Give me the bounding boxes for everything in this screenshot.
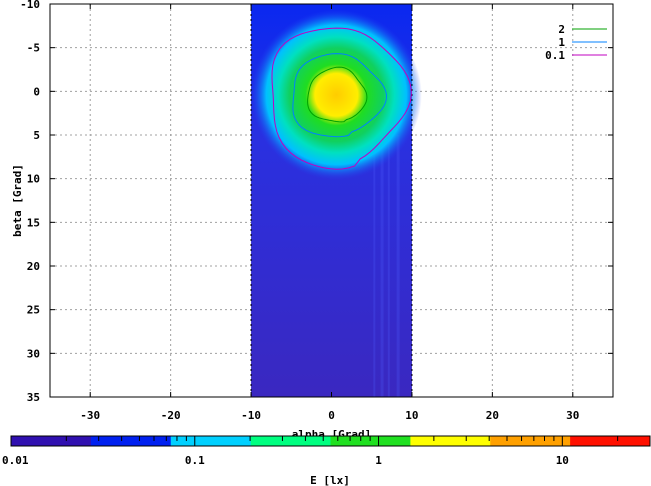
y-tick-label: 15 xyxy=(27,216,40,229)
y-tick-label: 10 xyxy=(27,173,40,186)
y-tick-label: 0 xyxy=(33,85,40,98)
colorbar-segment xyxy=(90,436,172,446)
contour-0-1 xyxy=(271,27,412,170)
colorbar-tick-label: 0.1 xyxy=(185,454,205,467)
x-ticks: -30 -20 -10 0 10 20 30 xyxy=(80,4,579,422)
colorbar: 0.01 0.1 1 10 xyxy=(2,435,651,467)
legend-label: 0.1 xyxy=(545,49,565,62)
legend-label: 2 xyxy=(558,23,565,36)
heatmap-region xyxy=(250,4,422,397)
x-tick-label: -30 xyxy=(80,409,100,422)
colorbar-label: E [lx] xyxy=(310,474,350,486)
legend-label: 1 xyxy=(558,36,565,49)
colorbar-segment xyxy=(250,436,331,446)
contours xyxy=(271,27,412,170)
x-tick-label: 10 xyxy=(405,409,418,422)
colorbar-segment xyxy=(410,436,491,446)
colorbar-segment xyxy=(570,436,651,446)
colorbar-tick-label: 10 xyxy=(556,454,569,467)
x-tick-label: -10 xyxy=(241,409,261,422)
colorbar-segment xyxy=(170,436,252,446)
x-tick-label: 20 xyxy=(486,409,499,422)
y-tick-label: -10 xyxy=(20,0,40,11)
y-tick-label: 30 xyxy=(27,347,40,360)
y-tick-label: 25 xyxy=(27,304,40,317)
heatmap-streak xyxy=(396,135,400,397)
colorbar-segment xyxy=(330,436,411,446)
colorbar-tick-label: 1 xyxy=(375,454,382,467)
x-tick-label: 0 xyxy=(328,409,335,422)
heatmap-streak xyxy=(387,135,390,397)
colorbar-segment xyxy=(490,436,571,446)
contour-2 xyxy=(307,66,368,123)
contour-1 xyxy=(292,53,388,138)
y-tick-label: 35 xyxy=(27,391,40,404)
y-ticks: -10 -5 0 5 10 15 20 25 30 35 xyxy=(20,0,613,404)
heatmap-streak xyxy=(380,135,384,397)
y-tick-label: 20 xyxy=(27,260,40,273)
x-tick-label: -20 xyxy=(161,409,181,422)
y-axis-label: beta [Grad] xyxy=(11,164,24,237)
colorbar-tick-label: 0.01 xyxy=(2,454,29,467)
colorbar-segment xyxy=(11,436,92,446)
heatmap-streak xyxy=(373,135,376,397)
legend: 210.1 xyxy=(545,23,607,62)
y-tick-label: -5 xyxy=(27,42,40,55)
x-tick-label: 30 xyxy=(566,409,579,422)
y-tick-label: 5 xyxy=(33,129,40,142)
heatmap-peak xyxy=(250,9,422,180)
